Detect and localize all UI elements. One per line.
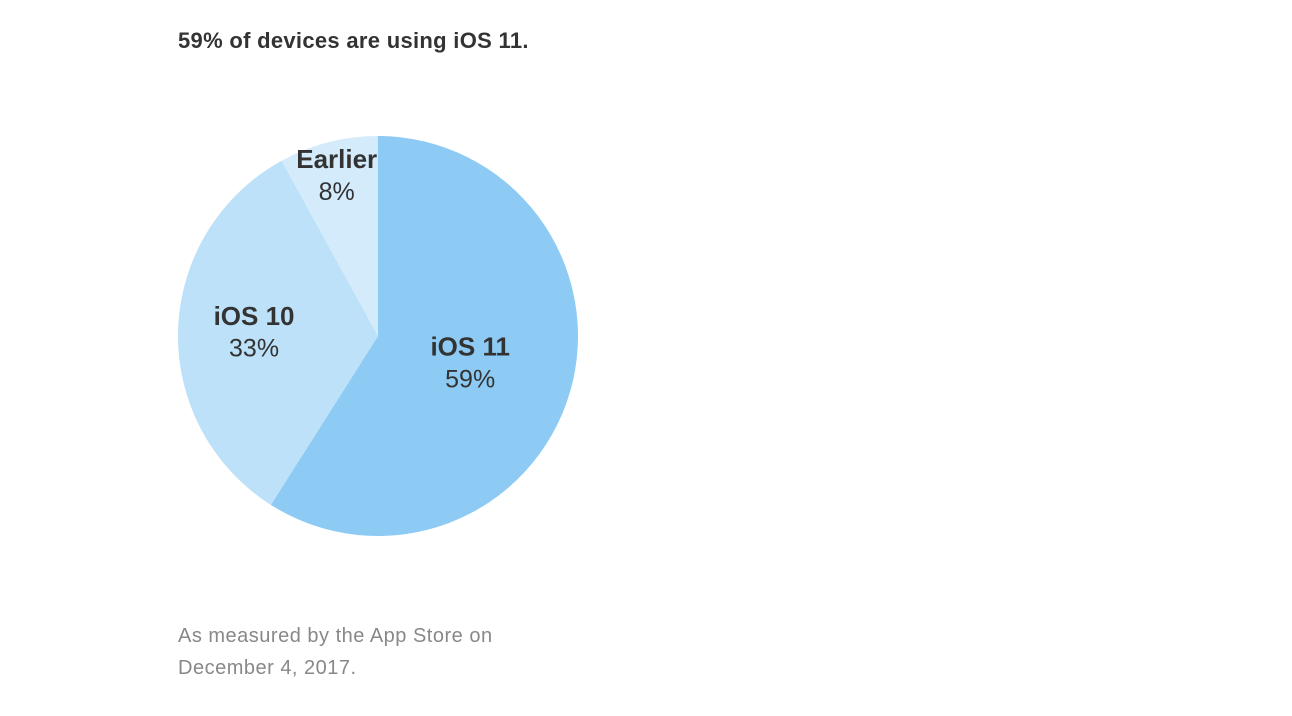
slice-value-label: 8%: [319, 178, 355, 206]
pie-slice: [177, 160, 378, 505]
slice-name: Earlier: [296, 144, 377, 174]
slice-value-label: 59%: [445, 365, 495, 393]
pie-slice: [270, 136, 579, 537]
pie-slice: [281, 136, 378, 336]
slice-value-label: 33%: [229, 335, 279, 363]
slice-name: iOS 11: [430, 332, 510, 362]
chart-title: 59% of devices are using iOS 11.: [178, 28, 529, 53]
footnote: As measured by the App Store on December…: [178, 625, 493, 679]
slice-name: iOS 10: [214, 301, 295, 331]
chart: iOS 11 59% iOS 10 33% Earlier 8%: [177, 136, 579, 537]
